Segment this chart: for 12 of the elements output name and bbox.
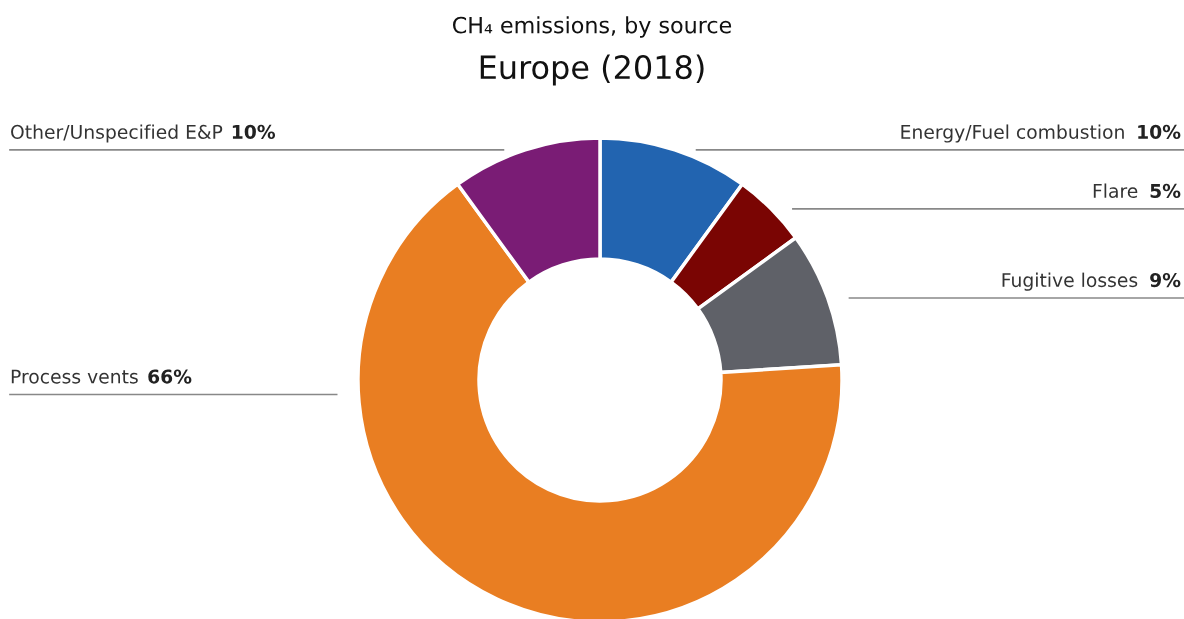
data-label: 9% bbox=[1150, 272, 1181, 288]
data-label: 66% bbox=[148, 369, 192, 384]
slice-label: Energy/Fuel combustion bbox=[901, 124, 1124, 143]
chart-title: CH₄ emissions, by source bbox=[452, 16, 732, 38]
data-label: 10% bbox=[232, 124, 276, 139]
slice-label: Flare bbox=[1093, 183, 1138, 198]
chart-subtitle: Europe (2018) bbox=[480, 54, 704, 86]
data-label: 5% bbox=[1150, 183, 1181, 198]
slice-label: Other/Unspecified E&P bbox=[11, 124, 223, 143]
data-label: 10% bbox=[1138, 124, 1181, 139]
slice-label: Fugitive losses bbox=[1002, 272, 1138, 291]
slice-label: Process vents bbox=[11, 369, 138, 384]
